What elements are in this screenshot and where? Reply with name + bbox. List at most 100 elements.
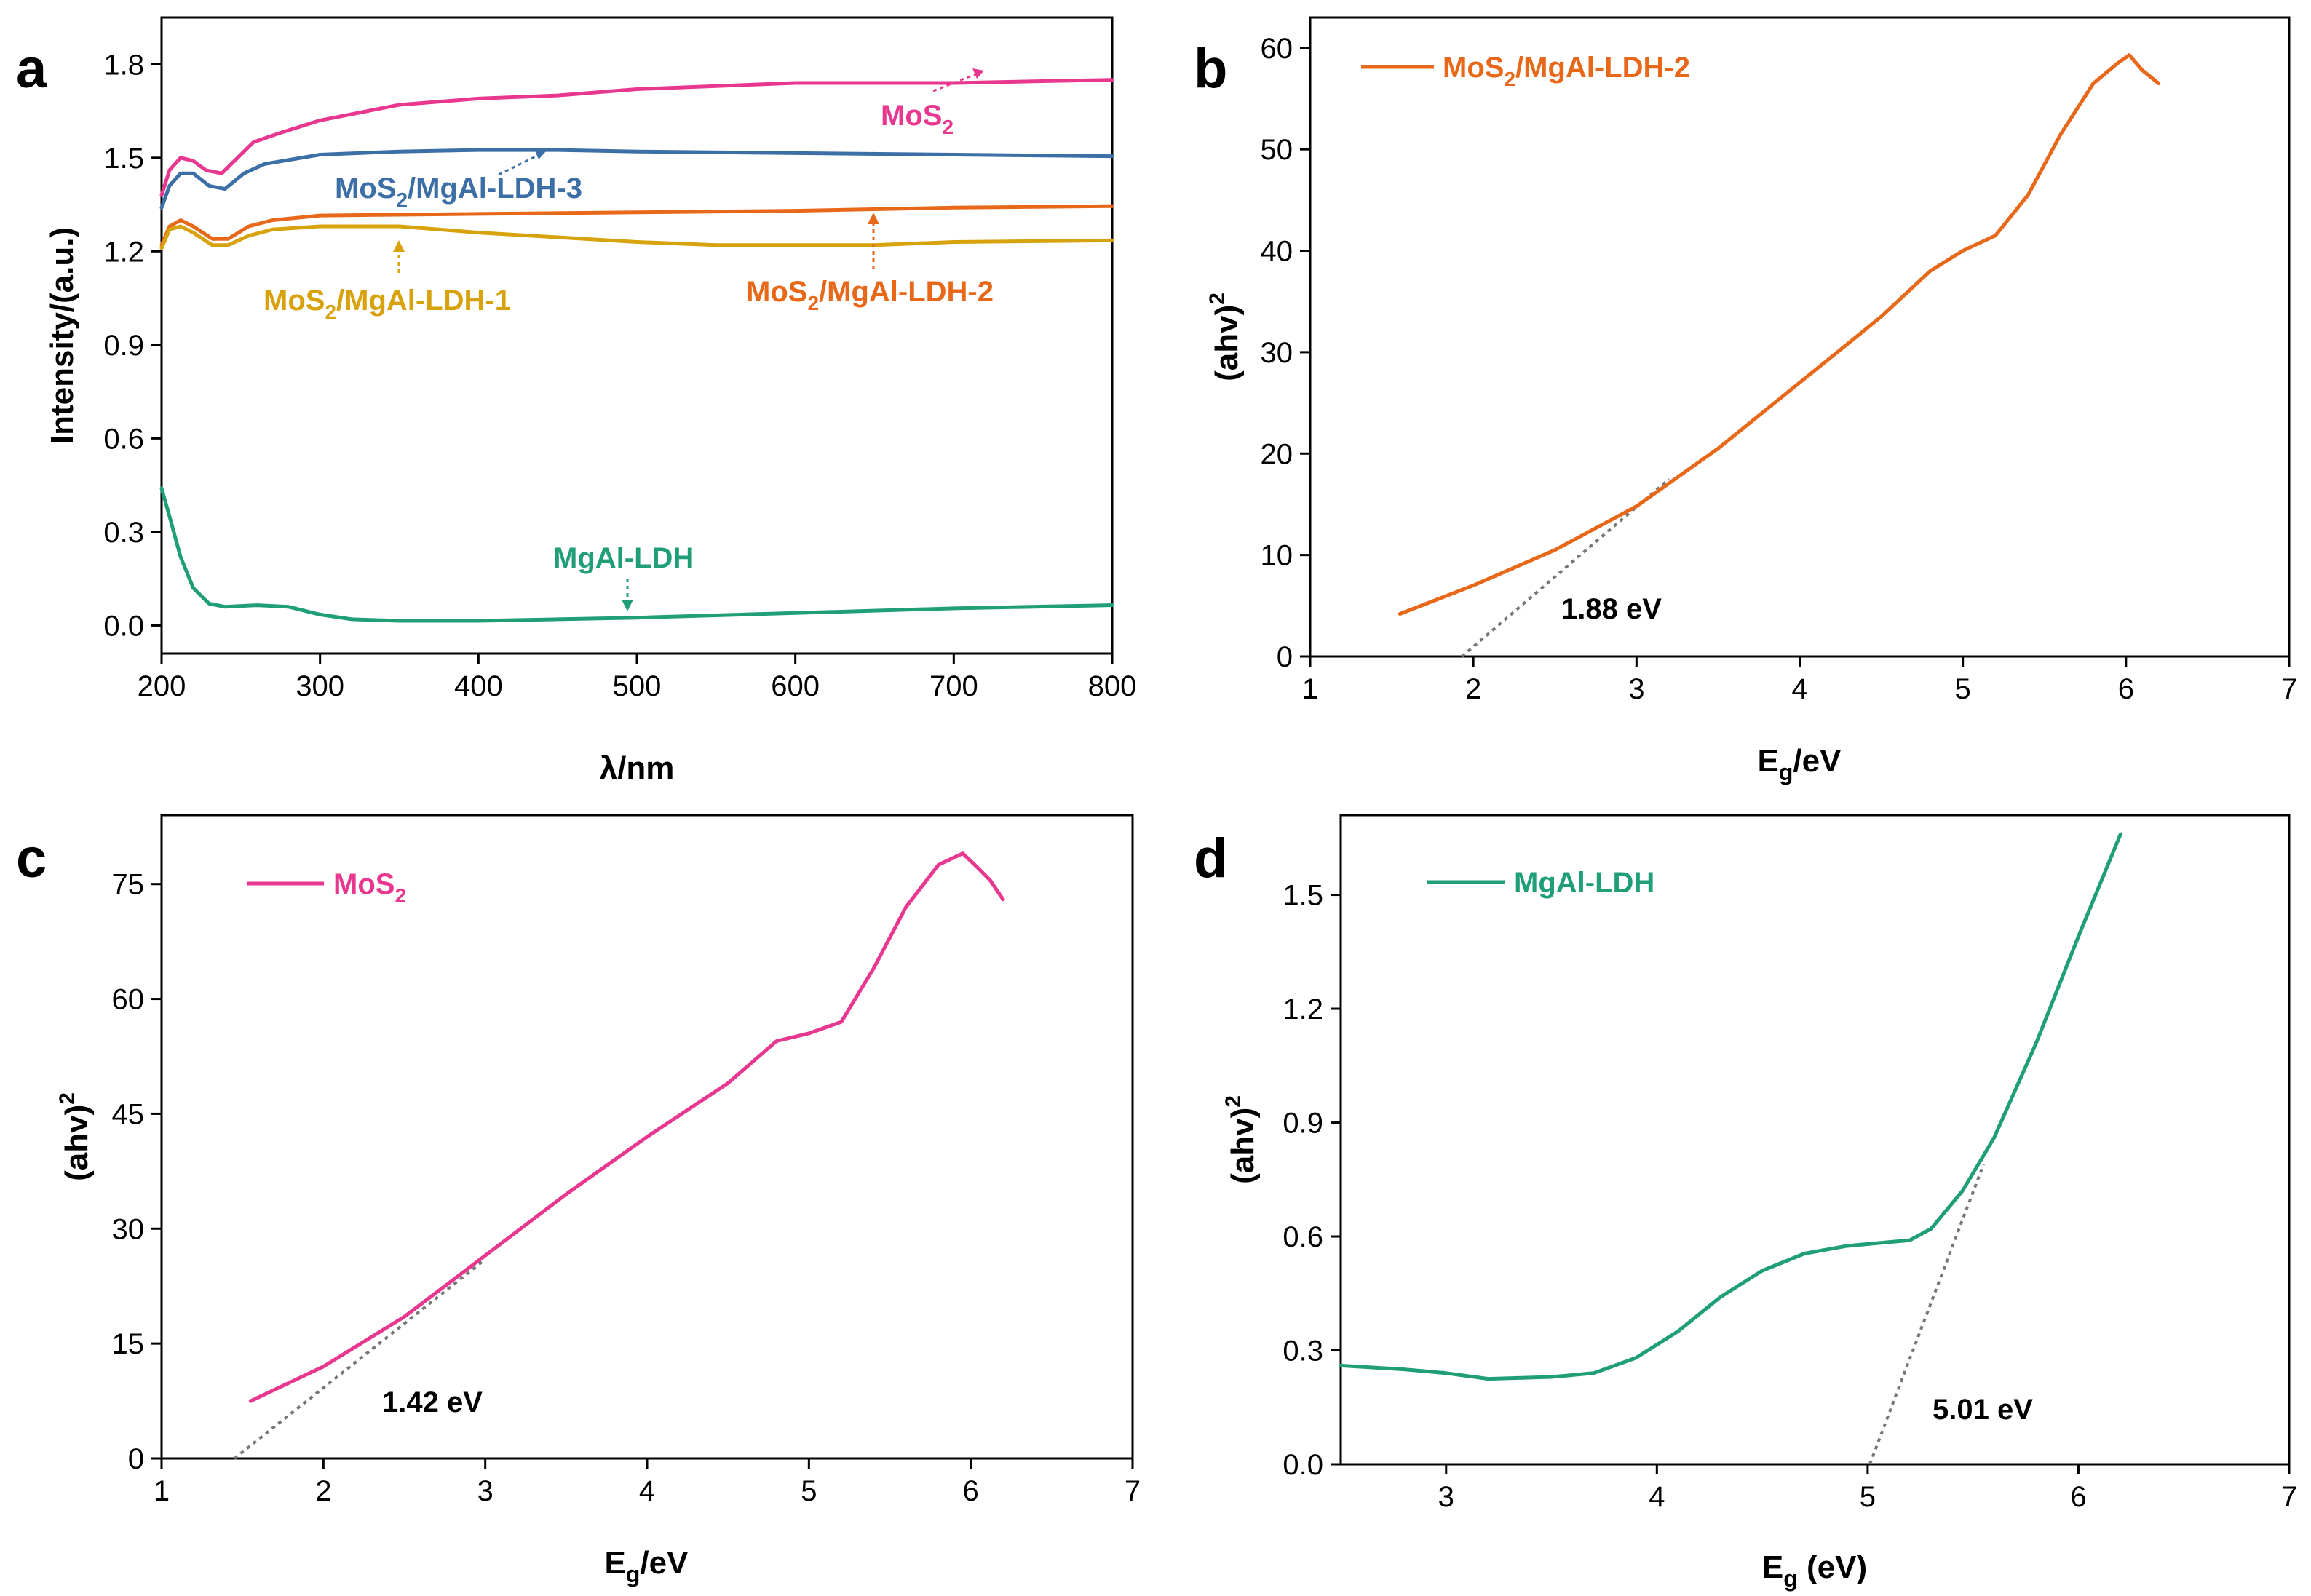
panel-d-ytick-label: 0.0 [1283, 1449, 1323, 1481]
panel-a-ytick-label: 0.0 [103, 610, 144, 642]
panel-d-ytick-label: 1.2 [1283, 993, 1323, 1025]
panel-b-xtick-label: 1 [1302, 673, 1318, 705]
panel-c-xlabel-tail: /eV [640, 1545, 689, 1581]
panel-b-frame [1309, 16, 2291, 658]
annotation-ldh1-sub: 2 [325, 301, 336, 323]
panel-c-ytick-label: 15 [112, 1328, 145, 1360]
panel-c-legend: MoS2 [247, 868, 406, 907]
panel-b-legend-main: MoS [1443, 52, 1504, 84]
panel-a-xtick-label: 800 [1088, 670, 1137, 702]
annotation-ldh3: MoS2/MgAl-LDH-3 [335, 172, 582, 211]
panel-b-xtick-label: 2 [1465, 673, 1481, 705]
panel-d-chart: 0.0 0.3 0.6 0.9 1.2 1.5 3 4 5 6 7 MgAl-LDH 5.01 e… [1221, 814, 2297, 1592]
annotation-ldh2-sub: 2 [807, 292, 819, 314]
panel-c-ylabel-sup: 2 [55, 1092, 79, 1105]
panel-c-xtick-label: 4 [639, 1475, 655, 1507]
panel-d-ylabel-main: (ahv) [1225, 1108, 1261, 1184]
panel-d-xtick-label: 5 [1860, 1481, 1876, 1513]
annotation-mos2-sub: 2 [942, 116, 954, 138]
annotation-mos2-main: MoS [881, 100, 942, 132]
panel-d-ytick-label: 0.6 [1283, 1221, 1323, 1253]
panel-b-ylabel-main: (ahv) [1209, 305, 1245, 381]
arrow-ldh2-head [868, 213, 879, 224]
panel-a-xlabel: λ/nm [600, 750, 675, 786]
panel-b-ytick-label: 20 [1261, 438, 1293, 470]
arrow-ldh3 [498, 153, 541, 176]
panel-a-series-mos2-mgal-ldh-1 [159, 224, 1114, 250]
arrow-ldh3-head [534, 149, 546, 159]
arrow-mos2-head [972, 68, 984, 79]
panel-c-ytick-label: 60 [112, 984, 145, 1016]
annotation-ldh3-sub: 2 [396, 188, 408, 211]
panel-a-annotation-arrows [393, 68, 984, 611]
panel-d-series-mgal-ldh [1339, 832, 2122, 1381]
panel-c-ytick-label: 30 [112, 1213, 145, 1245]
panel-c-ytick-label: 45 [112, 1098, 145, 1130]
panel-c-xtick-label: 6 [963, 1475, 979, 1507]
panel-c-ylabel-main: (ahv) [59, 1105, 95, 1181]
panel-b-label: b [1194, 38, 1227, 100]
panel-c-xlabel-sub: g [626, 1561, 641, 1587]
panel-a-series-mos2-mgal-ldh-3 [159, 148, 1114, 210]
panel-d-xlabel: Eg (eV) [1762, 1549, 1867, 1592]
panel-d-label: d [1194, 827, 1227, 889]
panel-a-chart: 0.0 0.3 0.6 0.9 1.2 1.5 1.8 200 300 400 500 600 700… [44, 16, 1137, 786]
panel-a-ytick-label: 0.3 [103, 517, 144, 549]
panel-a-series-mos2-mgal-ldh-2 [159, 204, 1114, 247]
panel-b-ylabel: (ahv)2 [1205, 293, 1245, 381]
arrow-ldh1-head [393, 240, 405, 252]
panel-d-xtick-label: 4 [1649, 1481, 1665, 1513]
panel-d-xlabel-sub: g [1783, 1565, 1798, 1592]
annotation-mgal: MgAl-LDH [553, 542, 694, 574]
panel-d-fit-line [1868, 1164, 1986, 1465]
panel-d-ytick-label: 0.9 [1283, 1108, 1323, 1140]
panel-a-label: a [16, 38, 47, 100]
panel-d-frame [1339, 814, 2291, 1466]
panel-c-xtick-label: 2 [315, 1475, 331, 1507]
panel-a-ytick-label: 0.6 [103, 423, 144, 455]
annotation-ldh3-main: MoS [335, 172, 396, 205]
panel-b-xtick-label: 3 [1628, 673, 1644, 705]
arrow-mos2 [932, 71, 980, 92]
panel-c-ytick-label: 0 [128, 1443, 144, 1475]
panel-b-legend-sub: 2 [1504, 68, 1515, 90]
panel-c-legend-sub: 2 [395, 884, 406, 907]
panel-a-xtick-label: 600 [771, 670, 820, 702]
panel-b-xlabel-main: E [1758, 743, 1779, 779]
panel-c-xtick-label: 1 [154, 1475, 170, 1507]
panel-b-ytick-label: 0 [1277, 641, 1293, 673]
panel-c-xtick-label: 5 [801, 1475, 817, 1507]
panel-b-xlabel: Eg/eV [1758, 743, 1842, 785]
panel-c-xtick-label: 3 [477, 1475, 493, 1507]
panel-b-ytick-label: 60 [1261, 33, 1293, 65]
panel-a-ytick-label: 1.2 [103, 236, 144, 268]
panel-b-xlabel-sub: g [1779, 759, 1793, 785]
panel-a-xtick-label: 400 [454, 670, 503, 702]
panel-c-label: c [16, 827, 47, 889]
panel-b-xtick-label: 7 [2281, 673, 2297, 705]
panel-c-legend-main: MoS [333, 868, 395, 900]
panel-d-xlabel-main: E [1762, 1549, 1783, 1585]
panel-a-xtick-label: 200 [138, 670, 186, 702]
panel-d-ylabel: (ahv)2 [1221, 1095, 1261, 1184]
arrow-mgal-head [622, 600, 633, 611]
panel-b-legend-tail: /MgAl-LDH-2 [1515, 52, 1690, 84]
annotation-ldh2-tail: /MgAl-LDH-2 [819, 276, 994, 308]
panel-c-xlabel: Eg/eV [605, 1545, 689, 1587]
annotation-ldh1-tail: /MgAl-LDH-1 [336, 285, 511, 317]
panel-b-xtick-label: 5 [1955, 673, 1971, 705]
panel-d-annotation: 5.01 eV [1933, 1394, 2033, 1426]
panel-b-ytick-label: 10 [1261, 540, 1293, 572]
panel-a-ytick-label: 0.9 [103, 330, 144, 362]
panel-b-xlabel-tail: /eV [1793, 743, 1842, 779]
annotation-mos2: MoS2 [881, 100, 954, 138]
panel-d-xtick-label: 7 [2281, 1481, 2297, 1513]
panel-d-xtick-label: 6 [2070, 1481, 2086, 1513]
panel-a-xtick-label: 300 [296, 670, 344, 702]
panel-b-series-mos2-mgal-ldh-2 [1398, 53, 2161, 616]
annotation-ldh2-main: MoS [746, 276, 807, 308]
panel-b-legend-label: MoS2/MgAl-LDH-2 [1443, 52, 1690, 90]
panel-c-annotation: 1.42 eV [382, 1386, 483, 1418]
